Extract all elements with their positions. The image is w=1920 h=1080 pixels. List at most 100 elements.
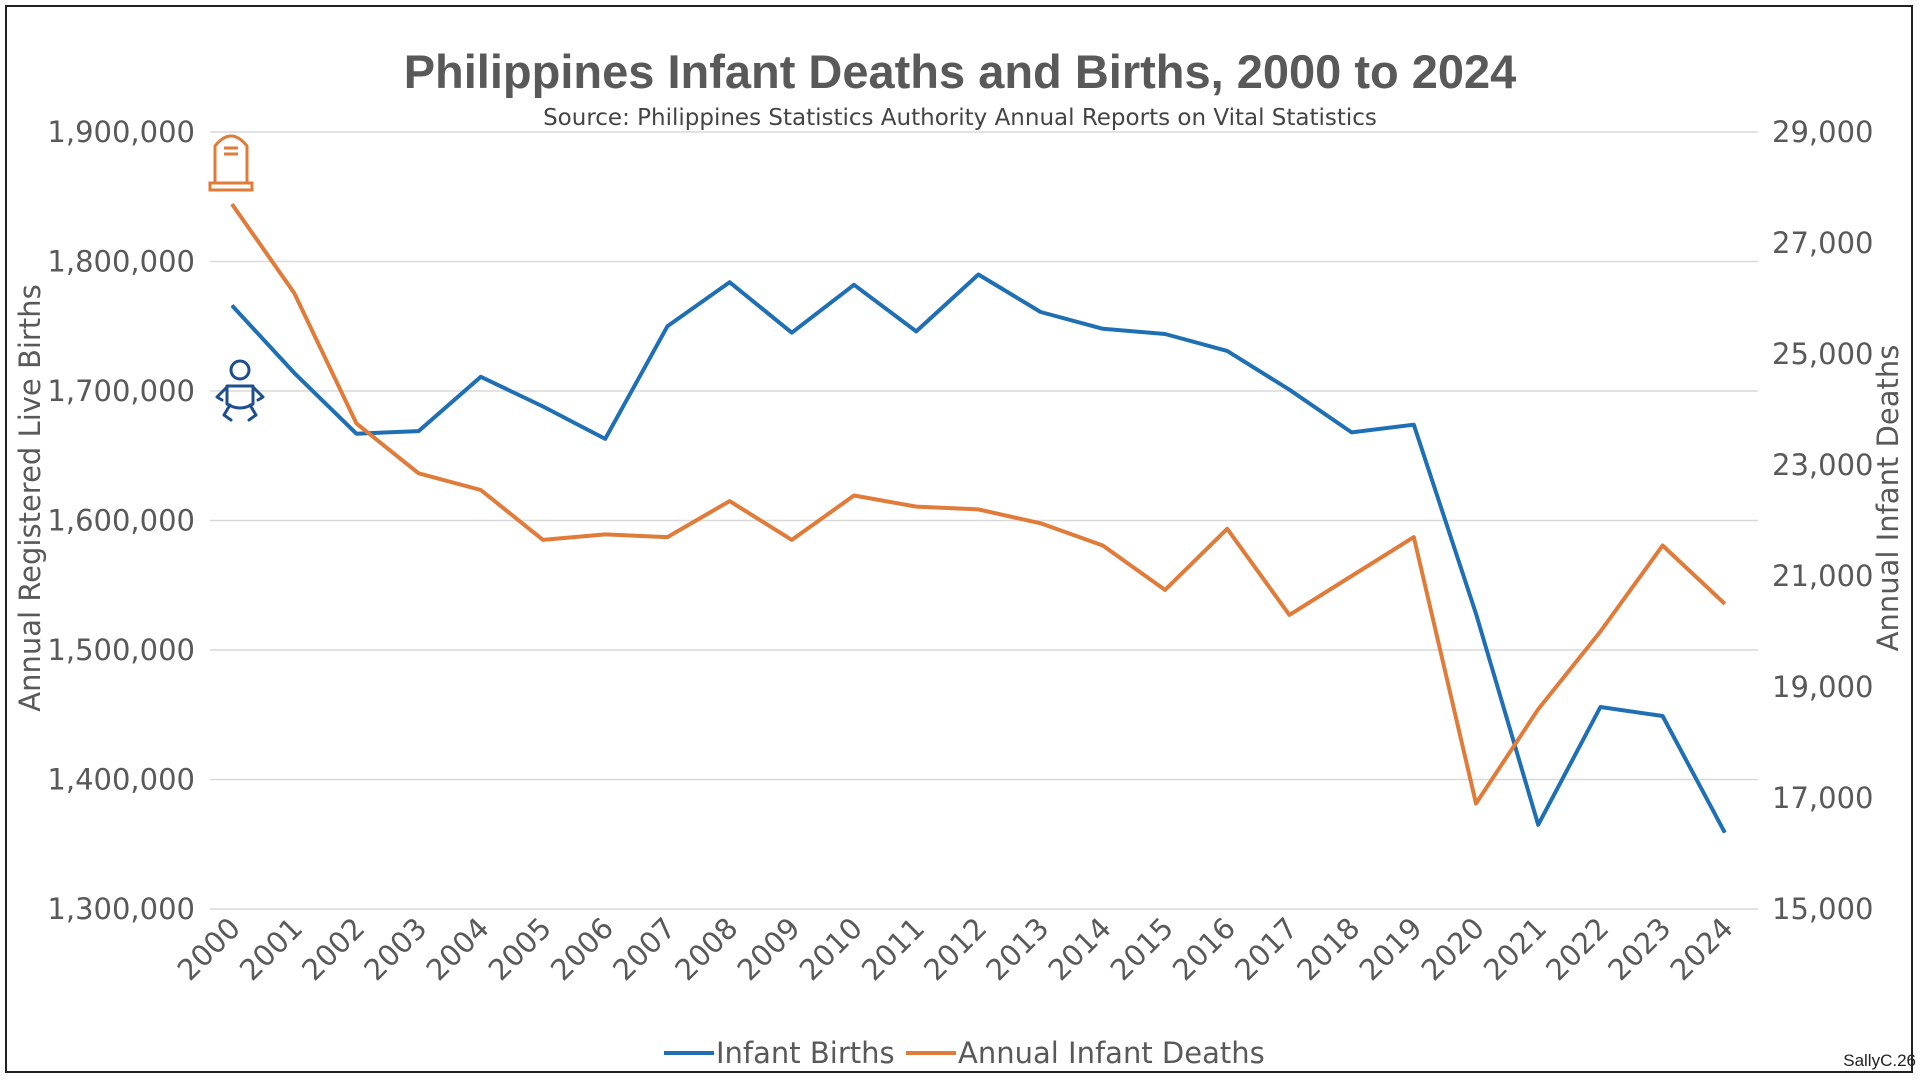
data-point	[480, 376, 482, 378]
data-point	[604, 533, 606, 535]
data-point	[418, 430, 420, 432]
data-point	[666, 325, 668, 327]
data-point	[418, 472, 420, 474]
x-tick-label: 2020	[1415, 911, 1491, 987]
data-point	[1599, 631, 1601, 632]
data-point	[480, 489, 482, 491]
gridlines	[210, 131, 1758, 910]
x-tick-label: 2010	[793, 911, 869, 987]
data-point	[853, 284, 855, 286]
x-tick-label: 2012	[917, 911, 993, 987]
data-point	[729, 500, 731, 502]
data-point	[666, 536, 668, 538]
x-tick-label: 2017	[1228, 911, 1304, 987]
data-point	[1102, 544, 1104, 546]
data-point	[977, 273, 979, 275]
x-tick-label: 2022	[1539, 911, 1615, 987]
chart-subtitle: Source: Philippines Statistics Authority…	[543, 105, 1377, 131]
x-tick-label: 2002	[295, 911, 371, 987]
legend: Infant Births Annual Infant Deaths	[664, 1036, 1265, 1070]
x-tick-label: 2019	[1353, 911, 1429, 987]
left-tick-label: 1,300,000	[47, 892, 195, 926]
data-point	[1662, 544, 1664, 546]
left-tick-label: 1,700,000	[47, 374, 195, 408]
data-point	[1164, 589, 1166, 591]
x-axis-ticks: 2000200120022003200420052006200720082009…	[171, 911, 1740, 987]
data-point	[355, 433, 357, 435]
x-tick-label: 2013	[979, 911, 1055, 987]
data-point	[791, 539, 793, 541]
left-tick-label: 1,800,000	[47, 245, 195, 279]
right-tick-label: 29,000	[1772, 115, 1873, 149]
baby-icon	[215, 359, 265, 422]
data-point	[1724, 832, 1726, 834]
data-point	[853, 495, 855, 497]
data-point	[1413, 536, 1415, 538]
data-point	[1226, 528, 1228, 530]
legend-label-infant-deaths: Annual Infant Deaths	[958, 1036, 1265, 1070]
data-point	[915, 506, 917, 508]
data-point	[791, 332, 793, 334]
left-tick-label: 1,400,000	[47, 763, 195, 797]
x-tick-label: 2023	[1601, 911, 1677, 987]
tombstone-icon	[208, 134, 254, 192]
left-axis-label: Annual Registered Live Births	[13, 284, 47, 711]
data-point	[1475, 803, 1477, 805]
x-tick-label: 2015	[1104, 911, 1180, 987]
data-point	[1599, 706, 1601, 708]
chart-title: Philippines Infant Deaths and Births, 20…	[404, 45, 1517, 98]
x-tick-label: 2016	[1166, 911, 1242, 987]
data-point	[1537, 708, 1539, 710]
data-point	[1102, 328, 1104, 330]
data-point	[1413, 424, 1415, 426]
data-point	[1040, 522, 1042, 524]
left-tick-label: 1,900,000	[47, 115, 195, 149]
x-tick-label: 2021	[1477, 911, 1553, 987]
right-axis-label: Annual Infant Deaths	[1871, 345, 1905, 652]
data-point	[1351, 575, 1353, 577]
data-point	[1288, 389, 1290, 391]
data-point	[231, 305, 233, 307]
right-tick-label: 23,000	[1772, 448, 1873, 482]
data-point	[1226, 350, 1228, 352]
right-tick-label: 15,000	[1772, 892, 1873, 926]
data-point	[1724, 603, 1726, 605]
right-axis-ticks: 15,000 17,000 19,000 21,000 23,000 25,000 27,0…	[1772, 115, 1873, 926]
x-tick-label: 2008	[668, 911, 744, 987]
chart-frame	[5, 5, 1913, 1073]
right-tick-label: 27,000	[1772, 226, 1873, 260]
data-point	[915, 330, 917, 332]
series-line-infant-deaths	[230, 202, 1727, 806]
data-point	[604, 438, 606, 440]
data-point	[293, 372, 295, 374]
x-tick-label: 2014	[1042, 911, 1118, 987]
legend-label-infant-births: Infant Births	[716, 1036, 895, 1070]
series-lines	[230, 202, 1727, 834]
right-tick-label: 25,000	[1772, 337, 1873, 371]
data-point	[1475, 613, 1477, 615]
data-point	[1288, 614, 1290, 616]
left-tick-label: 1,500,000	[47, 633, 195, 667]
left-tick-label: 1,600,000	[47, 504, 195, 538]
data-point	[977, 508, 979, 510]
series-line-infant-births	[230, 272, 1727, 834]
data-point	[1351, 431, 1353, 433]
data-point	[729, 281, 731, 283]
x-tick-label: 2011	[855, 911, 931, 987]
x-tick-label: 2005	[482, 911, 558, 987]
x-tick-label: 2003	[357, 911, 433, 987]
x-tick-label: 2007	[606, 911, 682, 987]
data-point	[542, 539, 544, 541]
data-point	[355, 422, 357, 424]
x-tick-label: 2001	[233, 911, 309, 987]
x-tick-label: 2006	[544, 911, 620, 987]
x-tick-label: 2009	[731, 911, 807, 987]
right-tick-label: 19,000	[1772, 670, 1873, 704]
left-axis-ticks: 1,300,000 1,400,000 1,500,000 1,600,000 1,70…	[47, 115, 195, 926]
right-tick-label: 21,000	[1772, 559, 1873, 593]
author-credit: SallyC.26	[1843, 1051, 1916, 1070]
data-point	[1662, 715, 1664, 717]
data-point	[231, 203, 233, 205]
data-point	[1164, 333, 1166, 335]
